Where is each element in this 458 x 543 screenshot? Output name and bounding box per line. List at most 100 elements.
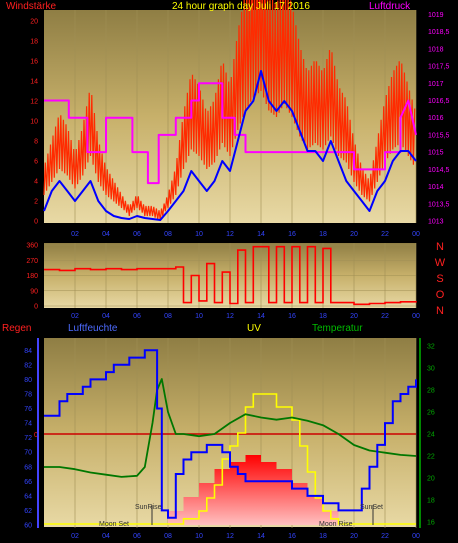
pressure-y-tick-label: 1015 xyxy=(428,150,444,157)
x-tick-label: 10 xyxy=(195,533,203,540)
x-tick-label: 20 xyxy=(350,533,358,540)
wind-y-tick-label: 6 xyxy=(34,159,38,166)
pressure-y-tick-label: 1016,5 xyxy=(428,98,450,105)
humidity-label: Luftfeuchte xyxy=(68,323,118,334)
x-tick-label: 12 xyxy=(226,313,234,320)
wind-y-tick-label: 8 xyxy=(34,139,38,146)
wind-y-tick-label: 0 xyxy=(34,219,38,226)
moon-set-annotation: Moon Set xyxy=(99,521,129,528)
x-tick-label: 12 xyxy=(226,533,234,540)
x-tick-label: 02 xyxy=(71,313,79,320)
x-tick-label: 02 xyxy=(71,533,79,540)
x-tick-label: 04 xyxy=(102,231,110,238)
compass-label: O xyxy=(436,289,445,301)
pressure-y-tick-label: 1014 xyxy=(428,184,444,191)
sunrise-annotation: SunRise xyxy=(135,504,162,511)
wind-gust-line xyxy=(43,0,416,222)
x-tick-label: 02 xyxy=(71,231,79,238)
temperature-line xyxy=(44,378,417,478)
temperature-y-tick-label: 20 xyxy=(427,476,435,483)
direction-y-tick-label: 360 xyxy=(26,243,38,250)
humidity-y-tick-label: 72 xyxy=(24,435,32,442)
wind-y-tick-label: 10 xyxy=(30,119,38,126)
moon-rise-annotation: Moon Rise xyxy=(319,521,353,528)
uv-line xyxy=(44,393,416,525)
x-tick-label: 12 xyxy=(226,231,234,238)
direction-y-tick-label: 270 xyxy=(26,258,38,265)
pressure-y-tick-label: 1019 xyxy=(428,12,444,19)
x-tick-label: 06 xyxy=(133,533,141,540)
pressure-line xyxy=(44,82,417,185)
solar-series xyxy=(152,455,339,525)
x-tick-label: 14 xyxy=(257,231,265,238)
x-tick-label: 18 xyxy=(319,313,327,320)
wind-panel: 02 04 06 08 10 12 14 16 18 20 22 00 024681012141618… xyxy=(6,0,450,238)
temperature-series xyxy=(44,378,417,478)
humidity-series xyxy=(44,349,417,519)
temperature-y-tick-label: 18 xyxy=(427,498,435,505)
temperature-y-tick-label: 24 xyxy=(427,432,435,439)
temperature-y-tick-label: 32 xyxy=(427,344,435,351)
pressure-y-tick-label: 1018,5 xyxy=(428,29,450,36)
pressure-axis-label: Luftdruck xyxy=(369,1,411,12)
direction-y-tick-label: 90 xyxy=(30,288,38,295)
humidity-line xyxy=(44,349,417,519)
wind-y-tick-label: 20 xyxy=(30,19,38,26)
wind-gust-series xyxy=(43,0,416,222)
humidity-y-tick-label: 70 xyxy=(24,450,32,457)
x-tick-label: 16 xyxy=(288,231,296,238)
x-tick-label: 20 xyxy=(350,313,358,320)
x-tick-label: 18 xyxy=(319,231,327,238)
wind-y-tick-label: 4 xyxy=(34,179,38,186)
temperature-y-tick-label: 22 xyxy=(427,454,435,461)
x-tick-label: 14 xyxy=(257,533,265,540)
humidity-y-tick-label: 78 xyxy=(24,391,32,398)
x-tick-label: 08 xyxy=(164,313,172,320)
humidity-y-tick-label: 84 xyxy=(24,348,32,355)
x-tick-label: 22 xyxy=(381,533,389,540)
humidity-y-tick-label: 64 xyxy=(24,493,32,500)
pressure-y-tick-label: 1013,5 xyxy=(428,201,450,208)
compass-label: W xyxy=(435,257,446,269)
climate-panel: 02 04 06 08 10 12 14 16 18 20 22 00 0 60 62 64 66 68 70 7… xyxy=(2,323,435,540)
climate-panel-ticks: 60 62 64 66 68 70 72 74 76 78 80 82 84 16 18 20 22 24 26 28… xyxy=(24,344,435,530)
x-tick-label: 08 xyxy=(164,533,172,540)
humidity-y-tick-label: 66 xyxy=(24,479,32,486)
x-tick-label: 14 xyxy=(257,313,265,320)
x-tick-label: 16 xyxy=(288,533,296,540)
pressure-y-tick-label: 1017,5 xyxy=(428,64,450,71)
wind-axis-label: Windstärke xyxy=(6,1,56,12)
temperature-y-tick-label: 16 xyxy=(427,520,435,527)
x-tick-label: 18 xyxy=(319,533,327,540)
rain-zero-label: 0 xyxy=(34,432,38,439)
wind-panel-ticks: 0 2 4 6 8 10 12 14 16 18 20 1013 1013,5 1014 1014,5 101… xyxy=(30,12,449,226)
humidity-y-tick-label: 68 xyxy=(24,464,32,471)
wind-y-tick-label: 2 xyxy=(34,199,38,206)
temperature-label: Temperatur xyxy=(312,323,363,334)
x-tick-label: 06 xyxy=(133,231,141,238)
wind-y-tick-label: 14 xyxy=(30,79,38,86)
wind-average-series xyxy=(43,70,417,221)
x-tick-label: 08 xyxy=(164,231,172,238)
wind-average-line xyxy=(43,70,417,221)
wind-direction-series xyxy=(44,245,417,306)
sunset-annotation: SunSet xyxy=(360,504,383,511)
x-tick-label: 04 xyxy=(102,313,110,320)
rain-label: Regen xyxy=(2,323,31,334)
x-tick-label: 16 xyxy=(288,313,296,320)
solar-area xyxy=(152,455,339,525)
wind-direction-line xyxy=(44,245,417,306)
uv-series xyxy=(44,393,416,525)
pressure-y-tick-label: 1013 xyxy=(428,219,444,226)
x-tick-label: 20 xyxy=(350,231,358,238)
wind-y-tick-label: 18 xyxy=(30,39,38,46)
direction-y-tick-label: 180 xyxy=(26,273,38,280)
compass-label: N xyxy=(436,305,444,317)
x-tick-label: 10 xyxy=(195,231,203,238)
pressure-y-tick-label: 1016 xyxy=(428,115,444,122)
x-tick-label: 06 xyxy=(133,313,141,320)
humidity-y-tick-label: 74 xyxy=(24,421,32,428)
